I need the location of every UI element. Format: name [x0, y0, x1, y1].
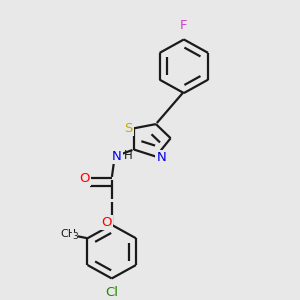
- Text: CH: CH: [60, 229, 76, 239]
- Text: O: O: [101, 216, 112, 229]
- Text: 3: 3: [72, 232, 78, 241]
- Text: S: S: [124, 122, 133, 135]
- Text: O: O: [79, 172, 90, 185]
- Text: N: N: [156, 151, 166, 164]
- Text: N: N: [112, 150, 122, 163]
- Text: F: F: [180, 20, 188, 32]
- Text: H: H: [124, 149, 132, 162]
- Text: Cl: Cl: [105, 286, 118, 298]
